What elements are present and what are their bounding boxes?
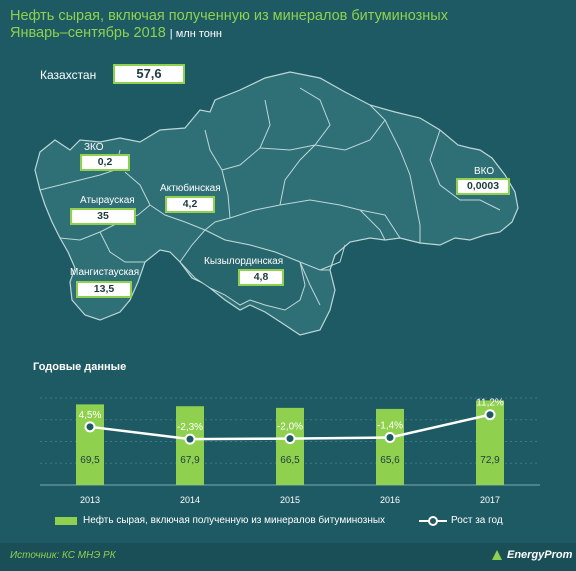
energyprom-logo: EnergyProm: [490, 548, 572, 562]
legend-bar-swatch: [55, 516, 77, 525]
x-tick-2015: 2015: [280, 495, 300, 505]
growth-point-2015: [284, 433, 296, 445]
map-outline: [34, 71, 519, 336]
bar-2015: [276, 407, 304, 485]
region-border-karaganda-north: [279, 144, 316, 206]
growth-point-2016: [384, 432, 396, 444]
growth-point-2017: [484, 409, 496, 421]
bar-2013: [76, 404, 104, 485]
title-period: Январь–сентябрь 2018: [10, 25, 166, 41]
growth-label-2013: 4,5%: [79, 410, 102, 421]
legend-bar-label: Нефть сырая, включая полученную из минер…: [83, 515, 386, 526]
region-label-aktobe: Актюбинская: [160, 183, 221, 194]
title-line1: Нефть сырая, включая полученную из минер…: [10, 8, 448, 24]
annual-data-title: Годовые данные: [33, 361, 127, 373]
annual-chart: 69,5 2013 67,9 2014 66,5 2015 65,6 2016 72,9 2017…: [40, 397, 540, 505]
bar-2014: [176, 406, 204, 485]
energyprom-logo-icon: [492, 550, 502, 560]
logo-text: EnergyProm: [507, 549, 573, 561]
region-label-vko: ВКО: [474, 166, 495, 177]
kazakhstan-map: [34, 71, 519, 336]
region-value-vko: 0,0003: [456, 178, 510, 195]
region-border-vko-inner: [429, 129, 501, 211]
growth-label-2014: -2,3%: [177, 422, 203, 433]
region-value-kyzylorda: 4,8: [238, 269, 284, 286]
title-unit: | млн тонн: [169, 28, 223, 40]
chart-growth-line: [84, 409, 496, 445]
region-label-zko: ЗКО: [84, 142, 104, 153]
bar-label-2017: 72,9: [480, 455, 500, 466]
region-value-zko: 0,2: [80, 154, 130, 171]
region-border-akmola: [259, 87, 331, 151]
kazakhstan-label: Казахстан: [40, 68, 97, 82]
bar-label-2013: 69,5: [80, 455, 100, 466]
region-border-south: [299, 261, 321, 306]
source-text: Источник: КС МНЭ РК: [10, 550, 116, 561]
chart-legend: Нефть сырая, включая полученную из минер…: [55, 515, 503, 526]
region-value-atyrau: 35: [70, 208, 136, 225]
region-value-mangistau: 13,5: [76, 281, 132, 298]
region-border-zhambyl: [319, 244, 346, 271]
growth-point-2014: [184, 433, 196, 445]
region-label-mangistau: Мангистауская: [70, 267, 140, 278]
bar-label-2015: 66,5: [280, 455, 300, 466]
region-border-aktobe: [149, 129, 231, 231]
x-tick-2014: 2014: [180, 495, 200, 505]
bar-label-2014: 67,9: [180, 455, 200, 466]
chart-labels: 69,5 2013 67,9 2014 66,5 2015 65,6 2016 72,9 2017…: [79, 398, 504, 505]
legend-line-swatch: [419, 515, 448, 526]
growth-label-2015: -2,0%: [277, 422, 303, 433]
growth-point-2013: [84, 421, 96, 433]
region-label-kyzylorda: Кызылординская: [204, 256, 284, 267]
region-border-karaganda: [229, 199, 401, 239]
x-tick-2016: 2016: [380, 495, 400, 505]
x-tick-2013: 2013: [80, 495, 100, 505]
bar-label-2016: 65,6: [380, 455, 400, 466]
region-border-mangistau: [99, 231, 145, 263]
legend-line-label: Рост за год: [451, 515, 503, 526]
region-label-atyrau: Атырауская: [80, 195, 135, 206]
x-tick-2017: 2017: [480, 495, 500, 505]
region-border-almaty: [359, 209, 386, 241]
growth-label-2017: 11,2%: [476, 398, 504, 409]
footer-bar: [0, 543, 576, 571]
bar-2016: [376, 408, 404, 485]
region-value-aktobe: 4,2: [165, 196, 215, 213]
growth-label-2016: -1,4%: [377, 421, 403, 432]
chart-title: Нефть сырая, включая полученную из минер…: [10, 8, 448, 43]
kazakhstan-value: 57,6: [113, 64, 185, 84]
chart-bars: [76, 400, 504, 485]
region-border-pavlodar: [314, 104, 386, 151]
region-border-vko: [384, 119, 421, 243]
